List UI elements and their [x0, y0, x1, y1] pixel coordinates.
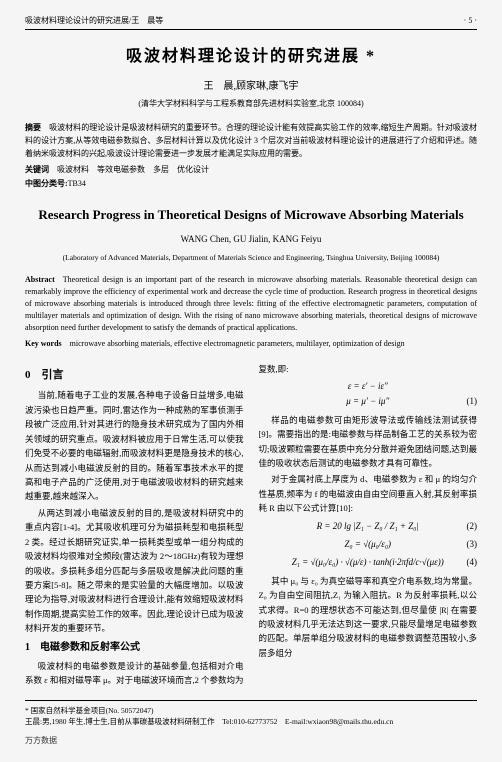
watermark: 万方数据: [25, 735, 477, 747]
col2-p0: 复数,即:: [259, 362, 478, 376]
eq2-num: (2): [467, 519, 478, 534]
authors-english: WANG Chen, GU Jialin, KANG Feiyu: [25, 233, 477, 247]
equation-4: Z₁ = √(μ₀/ε₀) · √(μ/ε) · tanh(i·2πfd/c·√…: [259, 555, 478, 570]
section-0-title: 0 引言: [25, 366, 244, 385]
equation-2: R = 20 lg |Z₁ − Z₀ / Z₁ + Z₀| (2): [259, 519, 478, 534]
abstract-text-cn: 吸波材料的理论设计是吸波材料研究的重要环节。合理的理论设计能有效提高实验工作的效…: [25, 123, 477, 158]
abstract-english: AbstractTheoretical design is an importa…: [25, 274, 477, 334]
left-column: 0 引言 当前,随着电子工业的发展,各种电子设备日益增多,电磁波污染也日趋严重。…: [25, 362, 244, 690]
keywords-label-cn: 关键词: [25, 165, 49, 174]
abstract-label-en: Abstract: [25, 275, 55, 284]
keywords-label-en: Key words: [25, 339, 62, 348]
footer: * 国家自然科学基金项目(No. 50572047) 王晨:男,1980 年生,…: [25, 700, 477, 728]
header-right: · 5 ·: [464, 15, 477, 27]
abstract-chinese: 摘要吸波材料的理论设计是吸波材料研究的重要环节。合理的理论设计能有效提高实验工作…: [25, 122, 477, 160]
equation-1: ε = ε′ − iε″ μ = μ′ − iμ″ (1): [259, 379, 478, 410]
eq3-body: Z₀ = √(μ₀/ε₀): [345, 539, 391, 549]
header-left: 吸波材料理论设计的研究进展/王 晨等: [25, 15, 163, 27]
abstract-label-cn: 摘要: [25, 123, 41, 132]
body-columns: 0 引言 当前,随着电子工业的发展,各种电子设备日益增多,电磁波污染也日趋严重。…: [25, 362, 477, 690]
title-english: Research Progress in Theoretical Designs…: [25, 205, 477, 225]
keywords-text-en: microwave absorbing materials, effective…: [70, 339, 405, 348]
authors-chinese: 王 晨,顾家琳,康飞宇: [25, 79, 477, 94]
classification-text: TB34: [68, 179, 86, 188]
affiliation-chinese: (清华大学材料科学与工程系教育部先进材料实验室,北京 100084): [25, 98, 477, 110]
col2-p3: 其中 μ₀ 与 ε₀ 为真空磁导率和真空介电系数,均为常量。Z₀ 为自由空间阻抗…: [259, 574, 478, 661]
eq4-num: (4): [467, 555, 478, 570]
classification-label: 中图分类号:: [25, 179, 68, 188]
keywords-english: Key words microwave absorbing materials, …: [25, 338, 477, 350]
affiliation-english: (Laboratory of Advanced Materials, Depar…: [25, 252, 477, 263]
section-0-p2: 从两达到减小电磁波反射的目的,是吸波材料研究中的重点内容[1-4]。尤其吸收机理…: [25, 506, 244, 636]
eq1-body: ε = ε′ − iε″ μ = μ′ − iμ″: [346, 381, 389, 406]
col2-p2: 对于金属衬底上厚度为 d、电磁参数为 ε 和 μ 的均匀介性基质,频率为 f 的…: [259, 472, 478, 515]
section-1-p1: 吸波材料的电磁参数是设计的基础参量,包括相对介电系数 ε 和相对磁导率 μ。对于…: [25, 659, 244, 688]
right-column: 复数,即: ε = ε′ − iε″ μ = μ′ − iμ″ (1) 样品的电…: [259, 362, 478, 690]
page-header: 吸波材料理论设计的研究进展/王 晨等 · 5 ·: [25, 15, 477, 30]
title-chinese: 吸波材料理论设计的研究进展 *: [25, 45, 477, 69]
keywords-chinese: 关键词吸波材料 等效电磁参数 多层 优化设计: [25, 164, 477, 176]
abstract-text-en: Theoretical design is an important part …: [25, 275, 477, 332]
eq3-num: (3): [467, 537, 478, 552]
keywords-text-cn: 吸波材料 等效电磁参数 多层 优化设计: [57, 165, 209, 174]
footnote-1: * 国家自然科学基金项目(No. 50572047): [25, 705, 477, 716]
section-0-p1: 当前,随着电子工业的发展,各种电子设备日益增多,电磁波污染也日趋严重。同时,雷达…: [25, 388, 244, 504]
equation-3: Z₀ = √(μ₀/ε₀) (3): [259, 537, 478, 552]
eq2-body: R = 20 lg |Z₁ − Z₀ / Z₁ + Z₀|: [317, 521, 419, 531]
eq1-num: (1): [467, 394, 478, 409]
section-1-title: 1 电磁参数和反射率公式: [25, 639, 244, 656]
eq4-body: Z₁ = √(μ₀/ε₀) · √(μ/ε) · tanh(i·2πfd/c·√…: [292, 557, 444, 567]
col2-p1: 样品的电磁参数可由矩形波导法或传输线法测试获得[9]。需要指出的是:电磁参数与样…: [259, 413, 478, 471]
classification: 中图分类号:TB34: [25, 178, 477, 190]
footnote-2: 王晨:男,1980 年生,博士生,目前从事碳基吸波材料研制工作 Tel:010-…: [25, 716, 477, 727]
